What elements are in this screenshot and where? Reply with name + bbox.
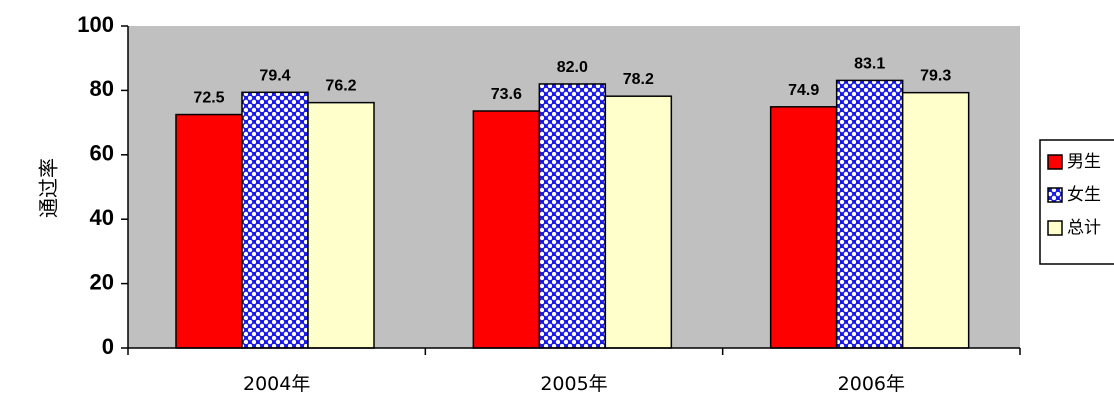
bar-男生-2006年 [769, 106, 838, 349]
bar-总计-2005年 [604, 95, 673, 349]
axes-layer: 2004年 2005年 2006年 0 20 40 60 80 100 [77, 12, 1021, 395]
y-tick-label: 40 [90, 205, 114, 230]
y-tick-label: 20 [90, 269, 114, 294]
y-tick-label: 0 [102, 334, 114, 359]
bar-男生-2005年 [472, 110, 541, 349]
data-label: 83.1 [854, 55, 885, 72]
data-label: 82.0 [557, 59, 588, 76]
y-tick-label: 100 [77, 12, 114, 37]
bars-layer: 72.5 79.4 76.2 73.6 82.0 78.2 74.9 83.1 79.3 [175, 55, 970, 349]
data-label: 78.2 [623, 71, 654, 88]
data-label: 76.2 [325, 78, 356, 95]
bar-总计-2004年 [307, 101, 375, 349]
x-tick-label: 2004年 [243, 373, 310, 395]
bar-女生-2004年 [241, 91, 309, 349]
bar-女生-2006年 [835, 79, 904, 349]
bar-男生-2004年 [175, 113, 243, 349]
bar-女生-2005年 [538, 83, 607, 349]
legend-swatch [1047, 154, 1063, 170]
y-tick-label: 80 [90, 76, 114, 101]
legend-label: 总计 [1067, 218, 1101, 238]
x-tick-label: 2005年 [540, 373, 607, 395]
data-label: 72.5 [193, 90, 224, 107]
bar-总计-2006年 [901, 91, 970, 349]
data-label: 74.9 [788, 82, 819, 99]
legend-label: 女生 [1067, 185, 1101, 205]
y-tick-label: 60 [90, 141, 114, 166]
x-tick-label: 2006年 [838, 373, 905, 395]
data-label: 73.6 [491, 86, 522, 103]
data-label: 79.4 [259, 67, 290, 84]
data-label: 79.3 [920, 68, 951, 85]
legend-swatch [1047, 187, 1063, 203]
y-axis-title: 通过率 [37, 158, 61, 218]
legend-swatch [1047, 220, 1063, 236]
legend-label: 男生 [1067, 152, 1101, 172]
